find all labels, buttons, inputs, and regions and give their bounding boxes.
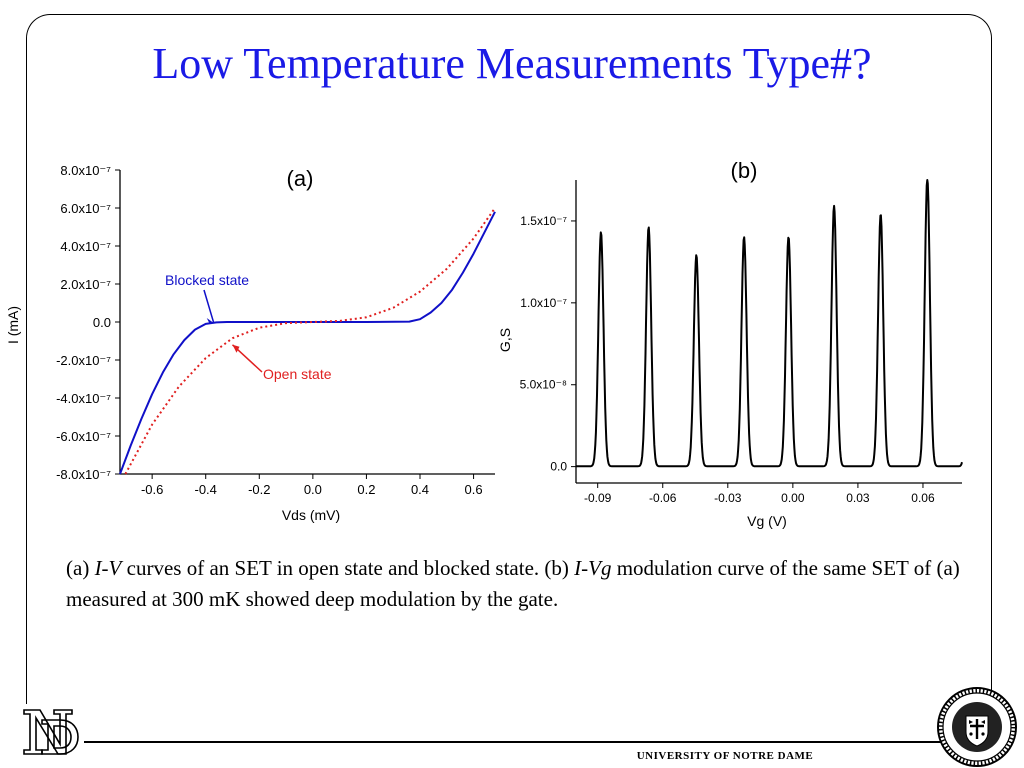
chart-a-panel-label: (a) — [287, 166, 314, 191]
figure-caption: (a) I-V curves of an SET in open state a… — [66, 553, 966, 615]
chart-a-x-tick-label: -0.2 — [248, 482, 270, 497]
caption-a-label: (a) — [66, 556, 95, 580]
chart-a-annotation-blocked-arrow — [203, 289, 215, 324]
chart-b-x-tick-label: 0.00 — [781, 491, 805, 505]
chart-a-y-tick-label: 0.0 — [93, 315, 111, 330]
chart-a-y-tick-label: 6.0x10⁻⁷ — [60, 201, 111, 216]
chart-b-series-conductance — [575, 179, 963, 468]
chart-a-series-open-state — [124, 207, 496, 475]
chart-a-y-tick-label: -6.0x10⁻⁷ — [56, 429, 111, 444]
chart-b-y-tick-label: 1.5x10⁻⁷ — [520, 214, 567, 228]
chart-b-conductance-modulation: -0.09 -0.06 -0.03 0.00 0.03 0.06 1.5x10⁻⁷ 1.0x1… — [497, 158, 963, 529]
caption-b-text: modulation curve of the same SET of (a) … — [66, 556, 960, 611]
chart-b-x-tick-label: 0.06 — [911, 491, 935, 505]
nd-monogram-logo — [23, 709, 79, 755]
chart-a-axes: -0.6 -0.4 -0.2 0.0 0.2 0.4 0.6 8.0x10⁻⁷ 6.0x10⁻⁷… — [56, 163, 495, 497]
caption-a-text: curves of an SET in open state and block… — [121, 556, 575, 580]
chart-a-annotation-blocked-arrowhead — [206, 317, 214, 324]
chart-b-x-tick-label: 0.03 — [846, 491, 870, 505]
chart-a-series — [119, 207, 496, 475]
footer-rule-left — [84, 741, 944, 743]
chart-a-x-tick-label: 0.4 — [411, 482, 429, 497]
chart-b-y-tick-label: 5.0x10⁻⁸ — [520, 378, 567, 392]
chart-b-x-tick-label: -0.09 — [584, 491, 612, 505]
chart-b-axes: -0.09 -0.06 -0.03 0.00 0.03 0.06 1.5x10⁻⁷ 1.0x1… — [520, 180, 962, 505]
chart-a-y-tick-label: 2.0x10⁻⁷ — [60, 277, 111, 292]
caption-iv-term: I-V — [94, 556, 122, 580]
chart-a-x-tick-label: 0.6 — [465, 482, 483, 497]
chart-a-x-tick-label: -0.4 — [195, 482, 217, 497]
chart-a-ylabel: I (mA) — [5, 306, 21, 344]
chart-a-annotation-open-arrowhead — [232, 344, 240, 353]
chart-a-y-tick-label: -2.0x10⁻⁷ — [56, 353, 111, 368]
chart-b-panel-label: (b) — [731, 158, 758, 183]
chart-a-series-blocked-state — [119, 211, 496, 475]
chart-b-xlabel: Vg (V) — [747, 513, 787, 529]
chart-b-series — [575, 179, 963, 468]
chart-a-xlabel: Vds (mV) — [282, 507, 340, 523]
chart-a-x-tick-label: 0.0 — [304, 482, 322, 497]
slide-title: Low Temperature Measurements Type#? — [152, 39, 872, 88]
chart-a-annotation-blocked: Blocked state — [165, 272, 249, 288]
chart-a-y-tick-label: 8.0x10⁻⁷ — [60, 163, 111, 178]
chart-b-x-tick-label: -0.06 — [649, 491, 677, 505]
slide-frame — [26, 14, 992, 704]
chart-a-annotations: Blocked state Open state — [165, 272, 332, 382]
footer-university-name: UNIVERSITY OF NOTRE DAME — [636, 750, 814, 762]
chart-a-x-tick-label: -0.6 — [141, 482, 163, 497]
chart-a-y-tick-label: -8.0x10⁻⁷ — [56, 467, 111, 482]
caption-ivg-term: I-Vg — [574, 556, 612, 580]
chart-b-x-tick-label: -0.03 — [714, 491, 742, 505]
chart-a-y-tick-label: 4.0x10⁻⁷ — [60, 239, 111, 254]
chart-a-x-tick-label: 0.2 — [357, 482, 375, 497]
university-seal-logo — [937, 687, 1017, 767]
chart-a-annotation-open: Open state — [263, 366, 332, 382]
chart-b-y-tick-label: 1.0x10⁻⁷ — [520, 296, 567, 310]
chart-a-y-tick-label: -4.0x10⁻⁷ — [56, 391, 111, 406]
chart-b-y-tick-label: 0.0 — [550, 460, 567, 474]
chart-a-iv-curves: -0.6 -0.4 -0.2 0.0 0.2 0.4 0.6 8.0x10⁻⁷ 6.0x10⁻⁷… — [5, 163, 496, 523]
chart-b-ylabel: G,S — [497, 328, 513, 352]
